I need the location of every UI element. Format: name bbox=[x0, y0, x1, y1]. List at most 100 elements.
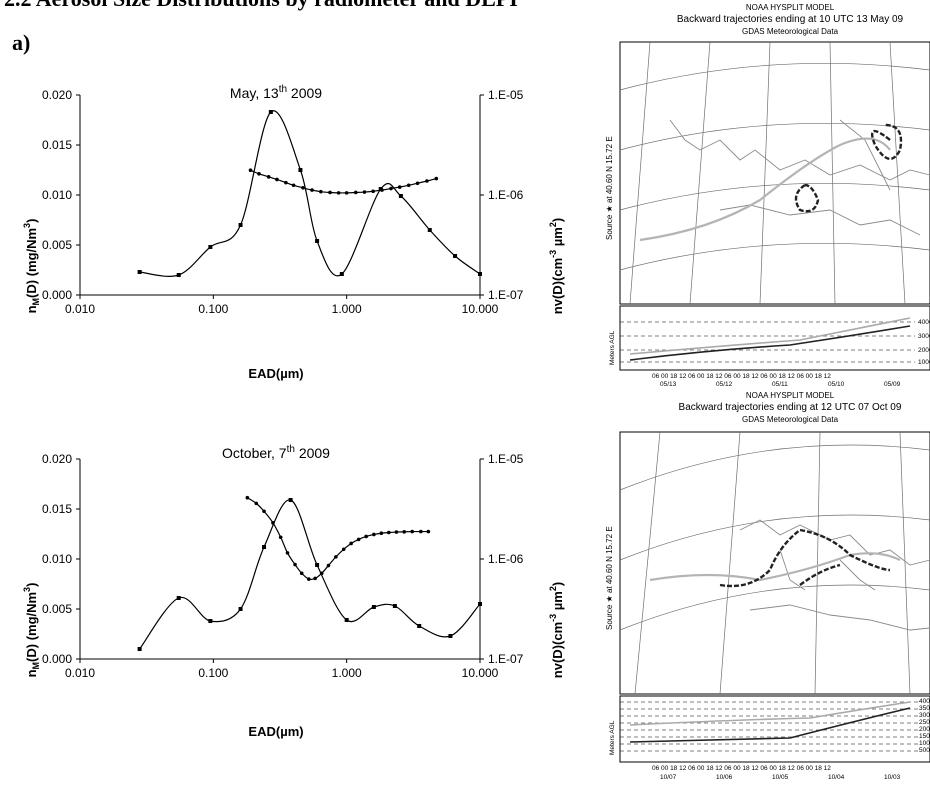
data-point-dot bbox=[434, 176, 439, 181]
data-point-dot bbox=[254, 501, 259, 506]
map-title-line2: Backward trajectories ending at 10 UTC 1… bbox=[677, 14, 904, 25]
data-point-dot bbox=[328, 190, 332, 195]
data-point-square bbox=[238, 607, 243, 611]
data-point-square bbox=[208, 619, 213, 623]
level-label: 1500 bbox=[919, 733, 930, 740]
data-point-dot bbox=[291, 183, 296, 188]
series-line-0 bbox=[139, 110, 481, 277]
date-label: 10/03 bbox=[884, 774, 901, 781]
level-label: 2000 bbox=[918, 347, 930, 354]
data-point-dot bbox=[344, 191, 349, 195]
data-point-square bbox=[448, 634, 453, 638]
level-label: 4000 bbox=[918, 319, 930, 326]
x-tick-label: 0.010 bbox=[65, 666, 95, 680]
data-point-square bbox=[427, 228, 432, 232]
map-title-line1: NOAA HYSPLIT MODEL bbox=[746, 3, 835, 12]
data-point-square bbox=[288, 498, 293, 502]
plot-area: 0.000 0.005 0.010 0.015 0.020 1.E-07 1.E-06 1.E… bbox=[42, 452, 524, 680]
source-label: Source ★ at 40.60 N 15.72 E bbox=[605, 136, 614, 240]
data-point-square bbox=[478, 272, 482, 276]
data-point-dot bbox=[334, 555, 338, 559]
x-tick-label: 10.000 bbox=[462, 666, 499, 680]
trajectory-dark bbox=[719, 528, 891, 588]
data-point-square bbox=[417, 624, 422, 628]
altitude-trace bbox=[629, 325, 911, 361]
altitude-trace bbox=[629, 707, 911, 743]
y-tick-label-left: 0.000 bbox=[42, 288, 72, 302]
date-label: 10/06 bbox=[716, 774, 733, 781]
data-point-dot bbox=[380, 188, 384, 192]
map-title-line2: Backward trajectories ending at 12 UTC 0… bbox=[679, 402, 902, 413]
map-grid bbox=[619, 431, 930, 695]
y-tick-label-right: 1.E-06 bbox=[488, 188, 524, 202]
data-point-square bbox=[238, 223, 243, 227]
data-point-dot bbox=[284, 180, 288, 185]
data-point-square bbox=[371, 605, 376, 609]
level-label: 4000 bbox=[919, 698, 930, 705]
y-tick-label-left: 0.000 bbox=[42, 652, 72, 666]
chart-title: October, 7th 2009 bbox=[222, 444, 330, 461]
x-tick-label: 0.010 bbox=[65, 302, 95, 316]
data-point-dot bbox=[285, 551, 290, 555]
data-point-dot bbox=[379, 531, 384, 536]
data-point-square bbox=[137, 270, 142, 274]
y-tick-label-left: 0.010 bbox=[42, 552, 72, 566]
data-point-dot bbox=[349, 541, 353, 546]
date-label: 10/07 bbox=[660, 774, 677, 781]
data-point-dot bbox=[425, 179, 429, 183]
altitude-panel bbox=[619, 305, 930, 371]
date-label: 05/12 bbox=[716, 381, 733, 388]
y-tick-label-right: 1.E-07 bbox=[488, 288, 524, 302]
y-tick-label-left: 0.005 bbox=[42, 602, 72, 616]
data-point-dot bbox=[301, 186, 305, 190]
y-tick-label-left: 0.005 bbox=[42, 238, 72, 252]
data-point-dot bbox=[275, 177, 279, 182]
series-line-1 bbox=[250, 169, 437, 194]
x-axis-label: EAD(µm) bbox=[248, 366, 303, 381]
date-label: 05/11 bbox=[772, 381, 788, 388]
series-line-1 bbox=[247, 497, 429, 581]
data-point-dot bbox=[299, 571, 304, 576]
data-point-dot bbox=[248, 168, 253, 173]
y-tick-label-right: 1.E-05 bbox=[488, 452, 524, 466]
y-tick-label-left: 0.010 bbox=[42, 188, 72, 202]
data-point-square bbox=[344, 618, 349, 622]
hours-axis: 06 00 18 12 06 00 18 12 06 00 18 12 06 0… bbox=[652, 373, 831, 380]
date-label: 05/09 bbox=[884, 381, 901, 388]
data-point-dot bbox=[364, 534, 368, 539]
data-point-square bbox=[298, 168, 303, 172]
data-point-square bbox=[208, 245, 213, 249]
data-point-square bbox=[176, 596, 181, 600]
data-point-dot bbox=[319, 571, 324, 576]
data-point-square bbox=[478, 602, 482, 606]
data-point-dot bbox=[406, 183, 411, 188]
level-label: 3000 bbox=[919, 712, 930, 719]
x-tick-label: 0.100 bbox=[198, 302, 228, 316]
trajectory-dark bbox=[794, 123, 903, 213]
data-point-dot bbox=[397, 185, 402, 189]
y-tick-label-left: 0.015 bbox=[42, 138, 72, 152]
trajectory-light bbox=[639, 137, 891, 242]
data-point-square bbox=[262, 545, 267, 549]
y-axis-label-right: nv(D)(cm-3 µm2) bbox=[548, 218, 565, 314]
map-title-line3: GDAS Meteorological Data bbox=[742, 415, 839, 424]
data-point-dot bbox=[402, 530, 406, 534]
data-point-dot bbox=[319, 189, 323, 194]
x-axis-label: EAD(µm) bbox=[248, 724, 303, 739]
level-label: 3000 bbox=[918, 333, 930, 340]
data-point-dot bbox=[356, 537, 361, 542]
data-point-dot bbox=[389, 186, 393, 191]
map-frame bbox=[619, 431, 930, 695]
data-point-dot bbox=[262, 509, 266, 514]
altitude-trace-light bbox=[629, 317, 911, 355]
map-title-line1: NOAA HYSPLIT MODEL bbox=[746, 391, 835, 400]
data-point-square bbox=[268, 110, 273, 114]
hysplit-map-may: NOAA HYSPLIT MODEL Backward trajectories… bbox=[605, 3, 930, 388]
data-point-square bbox=[453, 254, 458, 258]
altitude-lines bbox=[620, 321, 915, 363]
data-point-square bbox=[315, 239, 320, 243]
altitude-trace-light bbox=[629, 701, 911, 726]
data-point-dot bbox=[245, 495, 250, 500]
data-point-dot bbox=[419, 529, 423, 534]
data-point-dot bbox=[326, 563, 331, 568]
